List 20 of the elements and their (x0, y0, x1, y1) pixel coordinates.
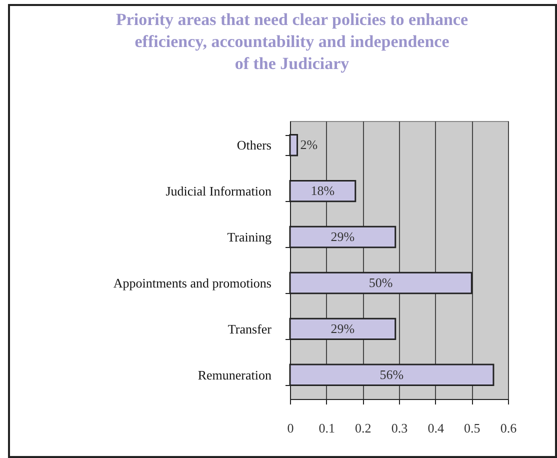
x-tick-label: 0.2 (355, 420, 372, 436)
data-label: 56% (380, 366, 404, 382)
data-label: 18% (310, 183, 335, 198)
data-label: 29% (330, 229, 355, 244)
x-tick-label: 0.3 (391, 420, 408, 436)
y-tick-label: Remuneration (198, 367, 272, 382)
data-label: 2% (300, 137, 318, 152)
y-tick-label: Training (227, 230, 272, 245)
data-label: 50% (368, 274, 393, 290)
y-tick-label: Others (236, 138, 272, 153)
x-tick-label: 0.1 (318, 420, 335, 436)
data-label: 29% (330, 320, 355, 336)
x-tick-label: 0.6 (500, 420, 518, 436)
x-tick-label: 0 (287, 420, 294, 436)
y-tick-label: Appointments and promotions (113, 275, 272, 290)
x-tick-label: 0.5 (464, 420, 480, 436)
y-tick-label: Transfer (228, 321, 272, 336)
x-tick-label: 0.4 (428, 420, 444, 436)
chart-title: Priority areas that need clear policies to enhance efficiency, accountability and independence of the Judiciary (116, 10, 468, 73)
y-tick-label: Judicial Information (166, 184, 272, 199)
